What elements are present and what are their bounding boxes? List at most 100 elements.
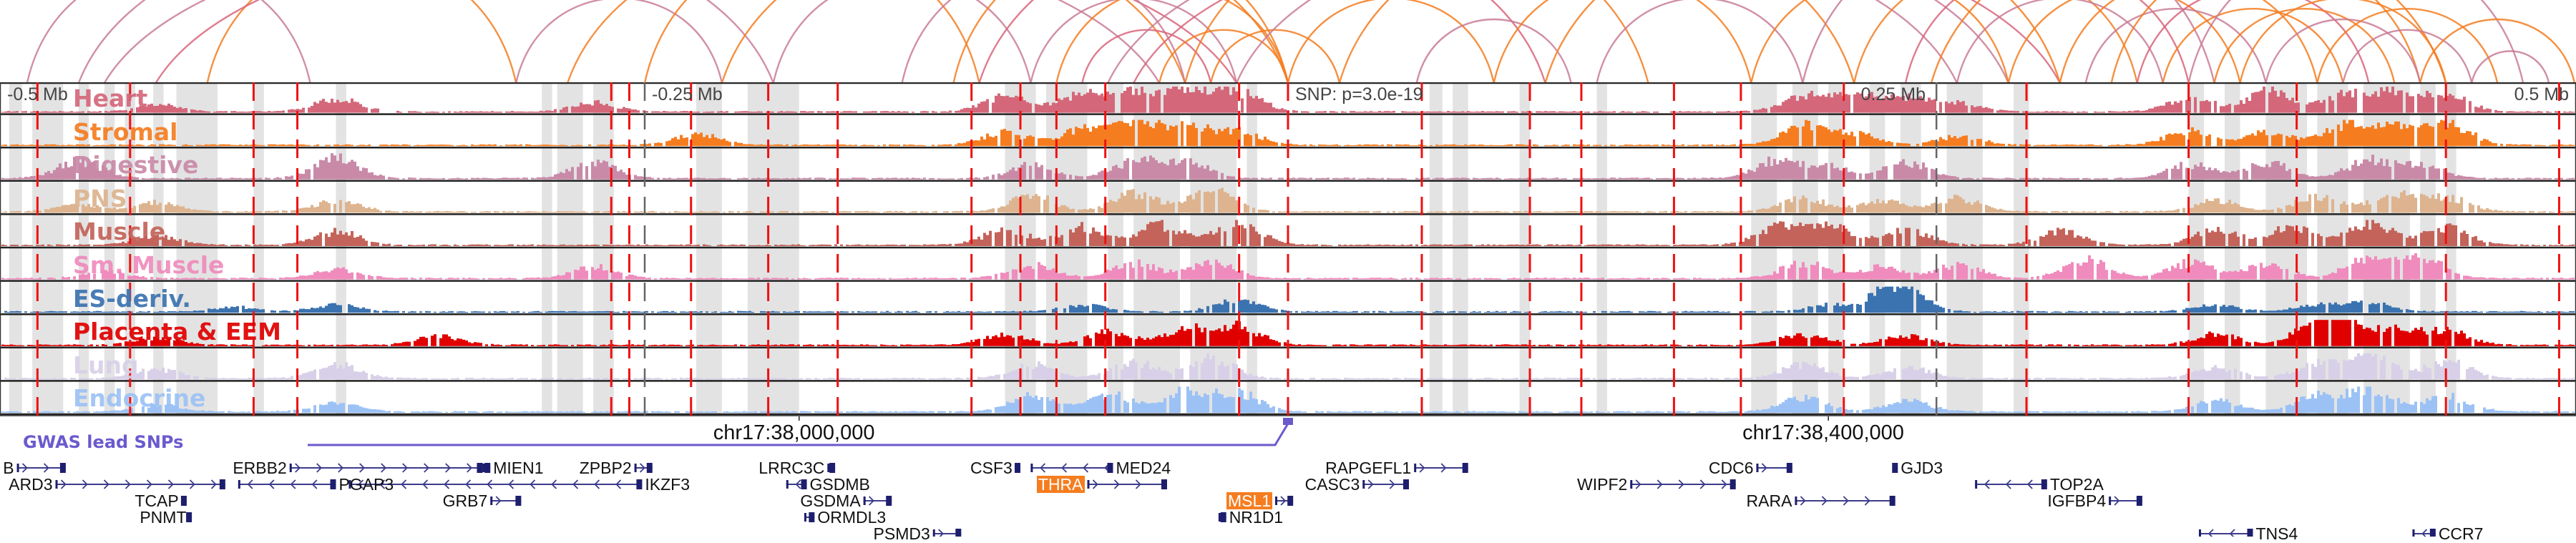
signal-bar — [19, 211, 21, 213]
signal-bar — [1919, 206, 1922, 212]
signal-bar — [1527, 245, 1530, 246]
signal-bar — [2368, 205, 2371, 213]
signal-bar — [740, 278, 743, 279]
signal-bar — [1424, 245, 1427, 246]
signal-bar — [2260, 210, 2263, 213]
signal-bar — [1158, 120, 1161, 147]
signal-bar — [1046, 170, 1049, 180]
signal-bar — [2569, 178, 2572, 180]
signal-bar — [2111, 145, 2114, 146]
signal-bar — [866, 145, 869, 146]
signal-bar — [1355, 278, 1358, 279]
signal-bar — [1395, 178, 1398, 179]
signal-bar — [19, 177, 21, 180]
signal-bar — [1942, 240, 1945, 246]
signal-bar — [165, 106, 167, 113]
signal-bar — [2059, 145, 2062, 147]
signal-bar — [328, 103, 331, 113]
signal-bar — [1558, 245, 1561, 246]
signal-bar — [2257, 165, 2260, 179]
signal-bar — [2351, 165, 2354, 179]
signal-bar — [2245, 208, 2248, 213]
signal-bar — [308, 207, 311, 212]
signal-bar — [1896, 165, 1899, 180]
signal-bar — [1579, 245, 1581, 246]
signal-bar — [560, 109, 562, 112]
signal-bar — [1702, 244, 1704, 246]
signal-bar — [2437, 95, 2440, 113]
signal-bar — [2254, 165, 2257, 180]
signal-bar — [1301, 145, 1304, 147]
signal-bar — [728, 142, 731, 146]
signal-bar — [1103, 273, 1106, 280]
signal-bar — [291, 175, 293, 179]
signal-bar — [1561, 212, 1564, 213]
signal-bar — [1584, 178, 1587, 179]
signal-bar — [2234, 105, 2237, 113]
signal-bar — [2429, 167, 2431, 180]
signal-bar — [1029, 166, 1032, 180]
signal-bar — [1931, 235, 1933, 246]
signal-bar — [391, 211, 394, 212]
signal-bar — [24, 245, 27, 246]
signal-bar — [2509, 179, 2512, 180]
signal-bar — [983, 140, 986, 146]
signal-bar — [1647, 211, 1650, 212]
signal-bar — [1536, 145, 1538, 146]
signal-bar — [445, 211, 448, 212]
signal-bar — [1939, 175, 1942, 180]
interaction-arc — [1056, 0, 1288, 83]
signal-bar — [1126, 158, 1129, 180]
signal-bar — [1882, 236, 1885, 246]
signal-bar — [445, 145, 448, 146]
signal-bar — [2569, 145, 2572, 146]
signal-bar — [1241, 178, 1244, 180]
signal-bar — [1753, 276, 1756, 279]
signal-bar — [671, 112, 674, 113]
signal-bar — [923, 245, 926, 246]
signal-bar — [2137, 110, 2140, 112]
signal-bar — [1149, 155, 1152, 179]
signal-bar — [2343, 170, 2346, 180]
signal-bar — [1398, 145, 1401, 146]
signal-bar — [1825, 206, 1828, 213]
signal-bar — [190, 242, 193, 246]
signal-bar — [302, 145, 305, 146]
signal-bar — [634, 275, 637, 279]
signal-bar — [2514, 145, 2517, 147]
signal-bar — [1493, 178, 1496, 179]
signal-bar — [1372, 145, 1375, 146]
signal-bar — [1733, 243, 1736, 246]
signal-bar — [926, 111, 929, 112]
signal-bar — [1401, 212, 1404, 213]
signal-bar — [2019, 278, 2022, 280]
signal-bar — [1324, 111, 1327, 112]
signal-bar — [1307, 178, 1309, 179]
signal-bar — [2277, 97, 2280, 113]
signal-bar — [216, 111, 219, 112]
signal-bar — [740, 111, 743, 112]
signal-bar — [1733, 176, 1736, 180]
signal-bar — [949, 111, 952, 113]
signal-bar — [2557, 278, 2560, 280]
signal-bar — [291, 145, 293, 146]
signal-bar — [462, 145, 465, 146]
signal-bar — [1599, 145, 1601, 147]
signal-bar — [2383, 230, 2386, 246]
signal-bar — [2005, 110, 2008, 112]
signal-bar — [1601, 178, 1604, 180]
signal-bar — [1567, 145, 1570, 146]
signal-bar — [2171, 104, 2174, 112]
signal-bar — [396, 212, 399, 213]
highlight-region — [748, 82, 799, 416]
signal-bar — [1272, 278, 1275, 280]
signal-bar — [1478, 145, 1481, 146]
signal-bar — [577, 145, 580, 147]
signal-bar — [273, 310, 276, 313]
signal-bar — [723, 278, 726, 279]
signal-bar — [1724, 243, 1727, 246]
signal-bar — [917, 178, 920, 180]
signal-bar — [2134, 177, 2137, 179]
signal-bar — [720, 140, 723, 146]
signal-bar — [454, 245, 457, 246]
